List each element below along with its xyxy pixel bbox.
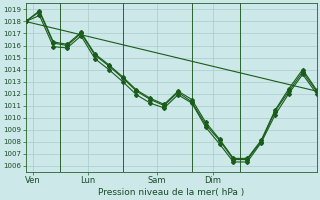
X-axis label: Pression niveau de la mer( hPa ): Pression niveau de la mer( hPa ) [98, 188, 244, 197]
